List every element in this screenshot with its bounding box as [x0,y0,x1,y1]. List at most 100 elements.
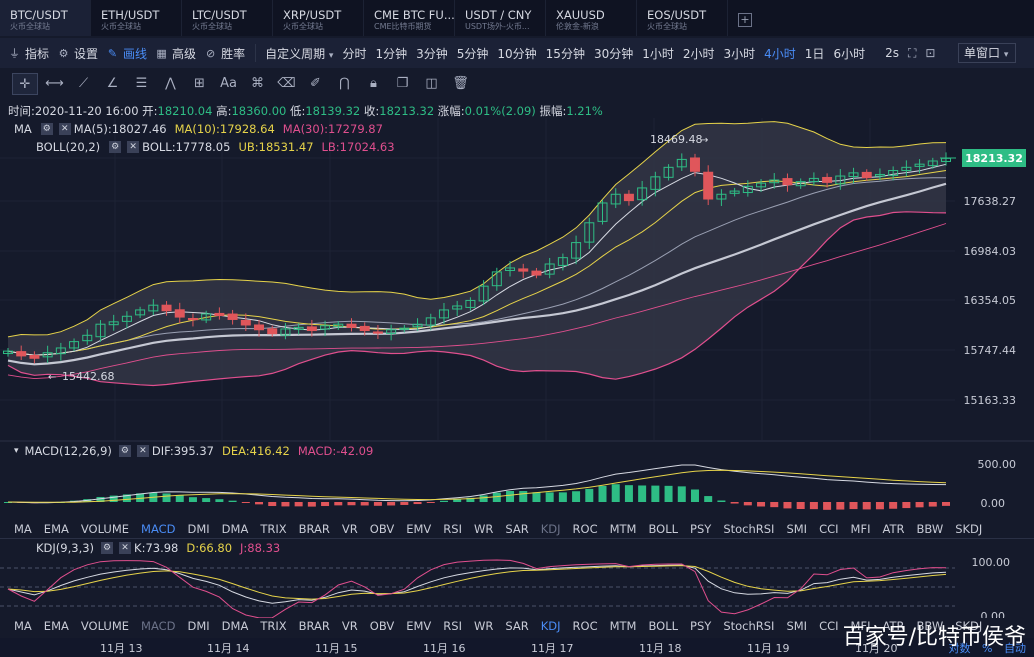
indicator-tab-bbw[interactable]: BBW [916,522,944,536]
draw-button[interactable]: ✎ 画线 [107,46,148,61]
indicator-tab-psy[interactable]: PSY [690,619,712,633]
macd-chart[interactable]: 500.00 0.00 [0,443,1034,518]
period-tick[interactable]: 分时 [342,46,367,61]
close-icon[interactable]: ✕ [136,445,149,457]
indicator-tab-brar[interactable]: BRAR [298,619,330,633]
indicator-tab-trix[interactable]: TRIX [260,522,287,536]
indicator-tab-obv[interactable]: OBV [369,522,395,536]
indicator-tab-wr[interactable]: WR [473,522,494,536]
indicator-tab-brar[interactable]: BRAR [298,522,330,536]
indicator-tab-vr[interactable]: VR [341,619,358,633]
window-mode-select[interactable]: 单窗口 ▾ [958,43,1016,63]
indicator-tab-emv[interactable]: EMV [406,522,432,536]
crosshair-icon[interactable]: ✛ [12,73,38,95]
indicator-tab-dma[interactable]: DMA [221,522,249,536]
period-3m[interactable]: 3分钟 [416,46,448,61]
period-15m[interactable]: 15分钟 [545,46,585,61]
advanced-button[interactable]: ▦ 高级 [156,46,197,61]
copy-icon[interactable]: ❐ [396,76,409,91]
percent-scale-button[interactable]: % [982,642,993,655]
indicator-tab-emv[interactable]: EMV [406,619,432,633]
indicator-tab-dmi[interactable]: DMI [187,619,210,633]
indicator-tab-obv[interactable]: OBV [369,619,395,633]
close-icon[interactable]: ✕ [58,123,71,135]
tab-btc-usdt[interactable]: BTC/USDT 火币全球站 [0,0,91,36]
indicator-tab-ma[interactable]: MA [14,522,32,536]
indicator-tab-ema[interactable]: EMA [43,619,69,633]
gear-icon[interactable]: ⚙ [101,542,114,554]
indicator-tab-cci[interactable]: CCI [819,522,839,536]
text-icon[interactable]: Aa [220,76,237,91]
period-1m[interactable]: 1分钟 [375,46,408,61]
winrate-button[interactable]: ⊘ 胜率 [205,46,246,61]
tab-usdt-cny[interactable]: USDT / CNY USDT场外-火币... [455,0,546,36]
indicator-tab-sar[interactable]: SAR [505,619,529,633]
horizontal-line-icon[interactable]: ⟷ [45,76,64,91]
period-30m[interactable]: 30分钟 [593,46,634,61]
indicator-tab-volume[interactable]: VOLUME [80,522,130,536]
grid-icon[interactable]: ⊞ [194,76,205,91]
refresh-interval[interactable]: 2s [885,46,899,60]
indicator-tab-volume[interactable]: VOLUME [80,619,130,633]
indicator-tab-kdj[interactable]: KDJ [540,522,561,536]
indicator-tab-mtm[interactable]: MTM [609,522,637,536]
parallel-lines-icon[interactable]: ☰ [135,76,148,91]
period-3h[interactable]: 3小时 [723,46,756,61]
indicator-tab-macd[interactable]: MACD [141,619,176,633]
indicator-tab-atr[interactable]: ATR [882,522,905,536]
indicator-tab-mfi[interactable]: MFI [850,619,871,633]
indicator-tab-sar[interactable]: SAR [505,522,529,536]
indicator-tab-ma[interactable]: MA [14,619,32,633]
period-2h[interactable]: 2小时 [682,46,715,61]
indicator-tab-boll[interactable]: BOLL [648,619,679,633]
indicator-tab-bbw[interactable]: BBW [916,619,944,633]
period-5m[interactable]: 5分钟 [456,46,489,61]
period-1h[interactable]: 1小时 [642,46,674,61]
tab-eth-usdt[interactable]: ETH/USDT 火币全球站 [91,0,182,36]
period-1d[interactable]: 1日 [804,46,825,61]
indicator-tab-rsi[interactable]: RSI [443,619,462,633]
trend-line-icon[interactable]: ⟋ [78,76,89,91]
tab-eos-usdt[interactable]: EOS/USDT 火币全球站 [637,0,728,36]
period-10m[interactable]: 10分钟 [497,46,537,61]
eraser-icon[interactable]: ⌫ [277,76,296,91]
indicator-tab-boll[interactable]: BOLL [648,522,679,536]
indicator-tab-skdj[interactable]: SKDJ [955,619,983,633]
indicator-tab-mtm[interactable]: MTM [609,619,637,633]
brush-icon[interactable]: ✐ [310,76,321,91]
indicator-tab-kdj[interactable]: KDJ [540,619,561,633]
angle-icon[interactable]: ∠ [106,76,119,91]
indicator-tab-atr[interactable]: ATR [882,619,905,633]
tab-xauusd[interactable]: XAUUSD 伦敦金-新浪 [546,0,637,36]
indicator-tab-ema[interactable]: EMA [43,522,69,536]
collapse-icon[interactable]: ▾ [14,446,19,456]
indicator-tab-roc[interactable]: ROC [572,619,598,633]
candlestick-chart[interactable]: 18217.7317638.2716984.0316354.0515747.44… [0,118,1034,638]
period-6h[interactable]: 6小时 [833,46,866,61]
close-icon[interactable]: ✕ [119,542,132,554]
indicator-tab-smi[interactable]: SMI [786,522,808,536]
auto-scale-button[interactable]: 自动 [1004,642,1026,655]
pattern-icon[interactable]: ⌘ [251,76,264,91]
period-4h[interactable]: 4小时 [764,46,796,61]
tab-cme-btc[interactable]: CME BTC FU... CME比特币期货 [364,0,455,36]
indicator-tab-wr[interactable]: WR [473,619,494,633]
gear-icon[interactable]: ⚙ [118,445,131,457]
collapse-icon[interactable]: ⊡ [925,46,936,60]
indicator-button[interactable]: ⏚ 指标 [9,46,50,61]
indicator-tab-dma[interactable]: DMA [221,619,249,633]
indicator-tab-rsi[interactable]: RSI [443,522,462,536]
fullscreen-icon[interactable]: ⛶ [907,45,917,60]
indicator-tab-macd[interactable]: MACD [141,522,176,536]
indicator-tab-dmi[interactable]: DMI [187,522,210,536]
kdj-chart[interactable]: 100.00 0.00 [0,540,1034,618]
custom-period-dropdown[interactable]: 自定义周期 ▾ [265,46,334,61]
lock-icon[interactable]: 🔒︎ [370,76,377,91]
gear-icon[interactable]: ⚙ [109,141,122,153]
indicator-tab-trix[interactable]: TRIX [260,619,287,633]
settings-button[interactable]: ⚙ 设置 [58,46,99,61]
gear-icon[interactable]: ⚙ [40,123,53,135]
log-scale-button[interactable]: 对数 [948,642,971,655]
tab-ltc-usdt[interactable]: LTC/USDT 火币全球站 [182,0,273,36]
visibility-icon[interactable]: ◫ [425,76,438,91]
